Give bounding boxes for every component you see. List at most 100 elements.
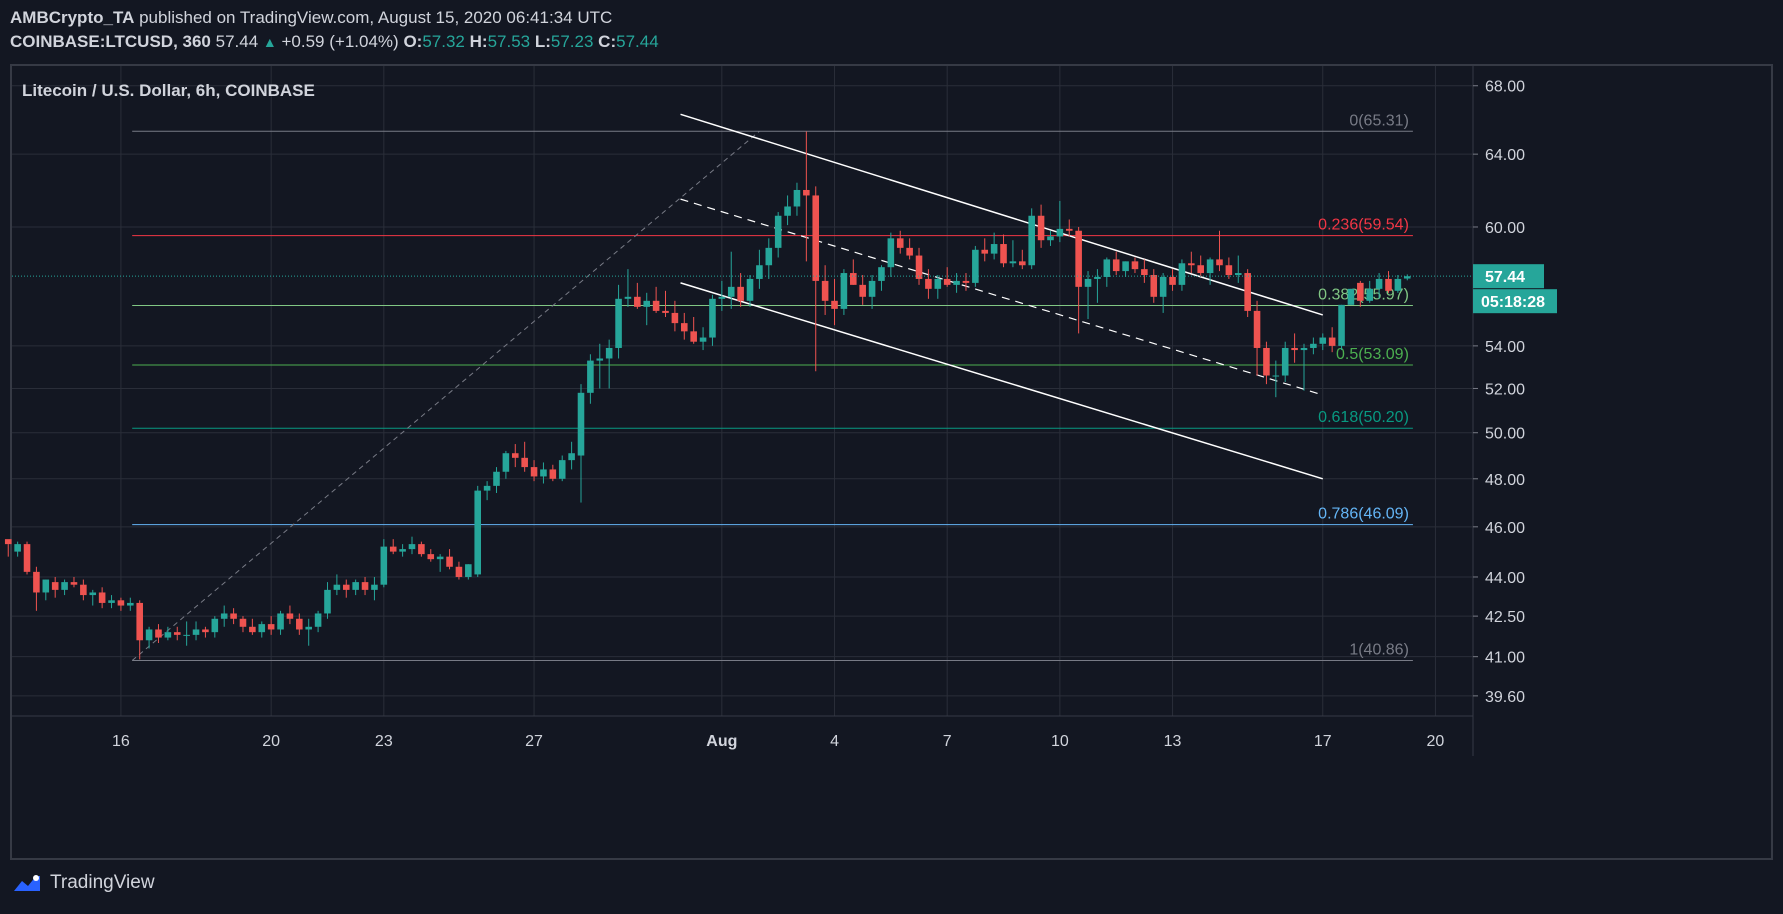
candle-body xyxy=(389,546,397,552)
candle-body xyxy=(127,602,134,606)
candle-body xyxy=(1366,288,1374,301)
candle-body xyxy=(1103,259,1111,277)
candle-body xyxy=(80,584,87,596)
candle-body xyxy=(277,613,284,630)
candle-body xyxy=(737,286,744,301)
time-tick-label: 20 xyxy=(1427,733,1445,750)
fib-trend-line xyxy=(131,130,760,661)
candle-body xyxy=(145,629,153,641)
candle-body xyxy=(709,298,716,338)
price-tick-label: 41.00 xyxy=(1485,650,1525,667)
candle-body xyxy=(42,579,50,593)
time-tick-label: 10 xyxy=(1051,733,1069,750)
low-value: 57.23 xyxy=(550,32,594,51)
candle-body xyxy=(1009,261,1017,264)
candle-body xyxy=(202,629,209,633)
candle-body xyxy=(1000,244,1007,264)
candle-body xyxy=(1225,265,1233,276)
candle-body xyxy=(868,280,876,297)
candle-body xyxy=(1234,273,1242,276)
candle-body xyxy=(643,300,651,307)
candle-body xyxy=(962,280,970,283)
time-tick-label: 4 xyxy=(830,733,839,750)
candle-body xyxy=(1197,265,1204,274)
symbol: COINBASE:LTCUSD, 360 xyxy=(10,32,211,51)
candle-body xyxy=(793,189,801,207)
candle-body xyxy=(286,613,294,619)
candle-body xyxy=(634,296,641,307)
time-axis[interactable]: 16 20 23 27 Aug 4 7 10 13 17 20 xyxy=(12,715,1473,750)
candle-body xyxy=(521,457,528,468)
publish-info: published on TradingView.com, August 15,… xyxy=(139,8,613,27)
price-tick-label: 42.50 xyxy=(1485,609,1525,626)
candle-body xyxy=(1169,276,1176,285)
candle-body xyxy=(718,296,726,299)
candle-body xyxy=(896,238,904,248)
price-tick-label: 64.00 xyxy=(1485,147,1525,164)
candles xyxy=(4,131,1411,660)
candle-body xyxy=(699,337,707,342)
candle-body xyxy=(1310,343,1317,348)
candle-body xyxy=(511,453,519,458)
time-tick-label: 13 xyxy=(1164,733,1182,750)
price-axis-bg xyxy=(1473,66,1562,756)
candle-body xyxy=(1357,282,1364,301)
candle-body xyxy=(352,582,359,590)
candle-body xyxy=(1347,288,1355,305)
candle-body xyxy=(1037,215,1045,241)
last-price: 57.44 xyxy=(215,32,259,51)
candle-body xyxy=(51,582,59,590)
fib-level-label: 0(65.31) xyxy=(1349,112,1409,129)
candle-body xyxy=(211,618,219,633)
candle-body xyxy=(1141,269,1148,276)
candle-body xyxy=(418,544,425,555)
candle-body xyxy=(540,469,547,477)
chart-frame[interactable] xyxy=(10,64,1773,860)
candle-body xyxy=(1131,261,1139,270)
fib-retracement[interactable]: 0(65.31)0.236(59.54)0.382(55.97)0.5(53.0… xyxy=(131,112,1413,662)
last-price-label: 57.44 xyxy=(1485,269,1525,286)
candle-body xyxy=(765,247,773,266)
candle-body xyxy=(164,632,172,638)
candle-body xyxy=(690,331,697,342)
price-change: +0.59 (+1.04%) xyxy=(281,32,399,51)
candle-body xyxy=(878,267,885,281)
candle-body xyxy=(1019,261,1026,266)
candle-body xyxy=(4,539,12,545)
candle-body xyxy=(549,469,557,479)
candle-body xyxy=(220,613,228,619)
countdown-label: 05:18:28 xyxy=(1481,294,1545,311)
price-axis[interactable]: 68.00 64.00 60.00 54.00 52.00 50.00 48.00 46.00… xyxy=(12,64,1562,756)
brand-name: TradingView xyxy=(50,872,155,893)
close-value: 57.44 xyxy=(616,32,659,51)
candle-body xyxy=(465,564,472,577)
candle-body xyxy=(98,592,106,603)
candle-body xyxy=(1075,230,1082,287)
candle-body xyxy=(577,392,585,456)
candle-body xyxy=(1188,263,1195,266)
candle-body xyxy=(1281,347,1289,376)
fib-level-label: 1(40.86) xyxy=(1349,642,1409,659)
author[interactable]: AMBCrypto_TA xyxy=(10,8,135,27)
time-tick-label: 17 xyxy=(1314,733,1332,750)
open-label: O: xyxy=(403,32,423,51)
candle-body xyxy=(1394,278,1402,291)
candle-body xyxy=(446,556,453,567)
up-arrow-icon: ▲ xyxy=(262,34,277,50)
candle-body xyxy=(1328,337,1336,346)
candle-body xyxy=(568,453,575,461)
countdown-badge xyxy=(1473,289,1557,314)
candle-body xyxy=(662,310,669,313)
chart-title: Litecoin / U.S. Dollar, 6h, COINBASE xyxy=(22,81,315,100)
time-tick-label: 27 xyxy=(525,733,543,750)
footer-brand[interactable]: TradingView xyxy=(12,872,155,894)
tradingview-logo-icon xyxy=(14,875,40,891)
candle-body xyxy=(314,613,322,627)
channel-upper-line xyxy=(680,113,1323,316)
price-tick-label: 68.00 xyxy=(1485,79,1525,96)
candle-body xyxy=(812,195,820,281)
price-channel[interactable] xyxy=(680,113,1323,480)
candle-body xyxy=(680,323,688,332)
price-tick-label: 39.60 xyxy=(1485,689,1525,706)
